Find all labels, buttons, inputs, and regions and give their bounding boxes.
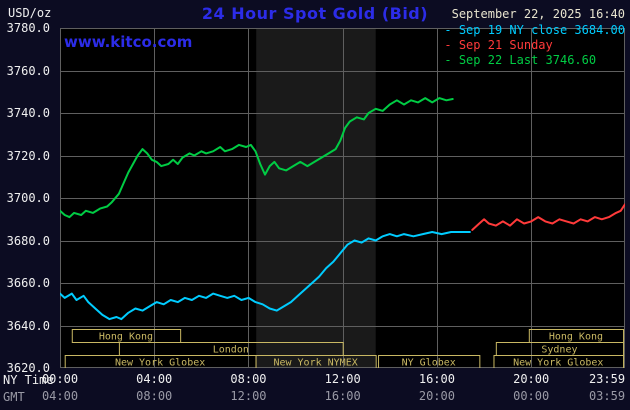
x-tick-label-gmt: 12:00 <box>230 389 267 403</box>
x-tick-label-gmt: 00:00 <box>513 389 550 403</box>
x-tick-label-ny: 00:00 <box>41 372 79 386</box>
legend: - Sep 19 NY close 3684.00- Sep 21 Sunday… <box>444 23 625 68</box>
legend-item-sep19: - Sep 19 NY close 3684.00 <box>444 23 625 37</box>
kitco-watermark-link[interactable]: www.kitco.com <box>64 33 193 51</box>
session-label: Sydney <box>541 345 577 356</box>
legend-item-sep21: - Sep 21 Sunday <box>444 38 553 52</box>
y-tick-label: 3720.0 <box>6 148 50 163</box>
legend-item-sep22: - Sep 22 Last 3746.60 <box>444 53 597 67</box>
x-tick-label-gmt: 04:00 <box>41 389 79 403</box>
y-tick-label: 3660.0 <box>6 276 50 290</box>
session-label: New York Globex <box>513 358 603 369</box>
x-tick-label-ny: 12:00 <box>324 372 361 386</box>
session-label: NY Globex <box>402 358 456 369</box>
x-axis-ny-time: 00:00 04:00 08:00 12:00 16:00 20:00 23:59 <box>42 372 626 387</box>
x-tick-label-gmt: 16:00 <box>324 389 361 403</box>
session-label: New York Globex <box>115 358 205 369</box>
session-label: New York NYMEX <box>273 358 357 369</box>
units-label: USD/oz <box>8 6 52 20</box>
y-tick-label: 3700.0 <box>6 191 50 205</box>
y-tick-label: 3780.0 <box>6 21 50 35</box>
series-line-sep19-ny-close <box>59 231 471 321</box>
x-tick-label-gmt: 03:59 <box>588 389 626 403</box>
y-tick-label: 3740.0 <box>6 106 50 120</box>
gmt-axis-label: GMT <box>3 390 25 404</box>
chart-plot: Hong Kong Hong Kong London Sydney New York G… <box>59 28 626 369</box>
x-tick-label-ny: 08:00 <box>230 372 267 386</box>
y-tick-label: 3640.0 <box>6 318 50 333</box>
y-axis-labels: 3780.0 3760.0 3740.0 3720.0 3700.0 3680.0 3660… <box>0 22 55 374</box>
session-label: Hong Kong <box>99 332 153 343</box>
x-tick-label-ny: 23:59 <box>588 372 626 386</box>
datetime-label: September 22, 2025 16:40 <box>451 7 625 21</box>
y-tick-label: 3620.0 <box>6 361 50 375</box>
x-tick-label-ny: 04:00 <box>136 372 173 386</box>
x-axis-gmt: 04:00 08:00 12:00 16:00 20:00 00:00 03:59 <box>42 389 626 404</box>
y-tick-label: 3680.0 <box>6 233 50 248</box>
x-tick-label-gmt: 20:00 <box>418 389 455 403</box>
page-title: 24 Hour Spot Gold (Bid) <box>201 4 429 23</box>
y-tick-label: 3760.0 <box>6 63 50 78</box>
series-line-sep21-sunday <box>471 203 626 231</box>
x-tick-label-gmt: 08:00 <box>136 389 173 403</box>
plot-frame <box>60 28 625 368</box>
ny-time-axis-label: NY Time <box>3 373 54 387</box>
session-label: Hong Kong <box>549 332 603 343</box>
chart-canvas: Hong Kong Hong Kong London Sydney New York G… <box>59 28 626 369</box>
series-line-sep22-last <box>59 97 454 219</box>
x-tick-label-ny: 16:00 <box>418 372 455 386</box>
x-tick-label-ny: 20:00 <box>513 372 550 386</box>
session-label: London <box>213 345 249 356</box>
